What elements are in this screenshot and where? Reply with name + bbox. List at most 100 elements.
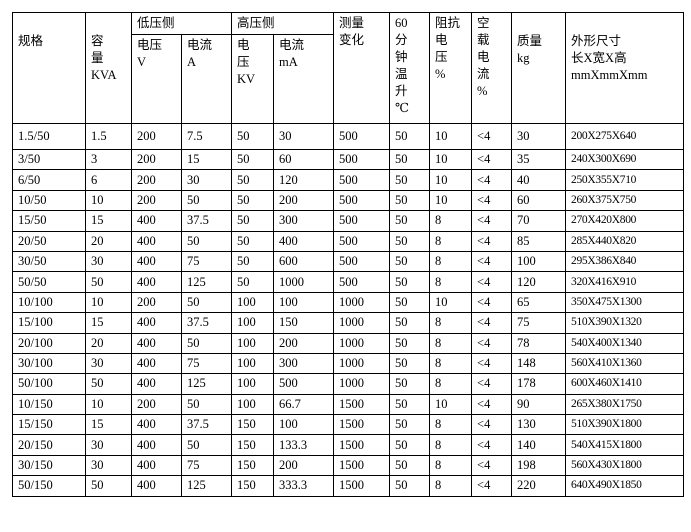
cell-low-voltage: 200 bbox=[131, 169, 182, 191]
transformer-spec-table: 规格 容量 KVA 低压侧 高压侧 测量 变化 60 分钟温升 ℃ 阻抗电压% 空载电流… bbox=[12, 12, 685, 497]
cell-capacity: 10 bbox=[85, 189, 132, 212]
table-row: 20/100 20 400 50 100 200 1000 50 8 <4 78 540X400X13… bbox=[12, 332, 685, 354]
cell-impedance: 8 bbox=[429, 250, 473, 273]
cell-low-current: 50 bbox=[180, 230, 233, 252]
cell-dimensions: 320X416X910 bbox=[565, 271, 685, 293]
header-capacity: 容量 KVA bbox=[85, 12, 132, 124]
cell-high-current: 600 bbox=[273, 250, 335, 273]
cell-low-current: 125 bbox=[180, 373, 233, 395]
table-row: 3/50 3 200 15 50 60 500 50 10 <4 35 240X300X690 bbox=[12, 148, 685, 171]
cell-low-current: 50 bbox=[180, 189, 233, 212]
cell-capacity: 30 bbox=[85, 454, 132, 477]
cell-mass: 85 bbox=[511, 230, 567, 252]
cell-measure: 500 bbox=[333, 148, 391, 171]
cell-noload-current: <4 bbox=[471, 250, 513, 273]
cell-capacity: 15 bbox=[85, 210, 132, 232]
cell-capacity: 30 bbox=[85, 434, 132, 456]
cell-high-current: 100 bbox=[273, 414, 335, 436]
cell-capacity: 30 bbox=[85, 250, 132, 273]
cell-measure: 1000 bbox=[333, 291, 391, 314]
cell-high-voltage: 50 bbox=[231, 210, 275, 232]
cell-spec: 50/50 bbox=[12, 271, 86, 293]
cell-capacity: 30 bbox=[85, 352, 132, 375]
cell-high-voltage: 150 bbox=[231, 414, 275, 436]
cell-mass: 78 bbox=[511, 332, 567, 354]
cell-low-voltage: 400 bbox=[131, 352, 182, 375]
cell-low-voltage: 400 bbox=[131, 271, 182, 293]
cell-low-voltage: 400 bbox=[131, 475, 182, 497]
cell-temp-rise: 50 bbox=[389, 189, 431, 212]
cell-high-current: 1000 bbox=[273, 271, 335, 293]
cell-measure: 1500 bbox=[333, 454, 391, 477]
cell-low-voltage: 200 bbox=[131, 148, 182, 171]
cell-high-current: 200 bbox=[273, 189, 335, 212]
cell-noload-current: <4 bbox=[471, 230, 513, 252]
cell-mass: 148 bbox=[511, 352, 567, 375]
cell-high-current: 120 bbox=[273, 169, 335, 191]
cell-spec: 1.5/50 bbox=[12, 123, 86, 150]
cell-noload-current: <4 bbox=[471, 373, 513, 395]
cell-mass: 35 bbox=[511, 148, 567, 171]
cell-spec: 15/150 bbox=[12, 414, 86, 436]
cell-impedance: 8 bbox=[429, 312, 473, 334]
cell-capacity: 10 bbox=[85, 393, 132, 416]
cell-dimensions: 560X410X1360 bbox=[565, 352, 685, 375]
cell-spec: 30/50 bbox=[12, 250, 86, 273]
cell-high-voltage: 100 bbox=[231, 352, 275, 375]
cell-high-current: 300 bbox=[273, 352, 335, 375]
cell-noload-current: <4 bbox=[471, 189, 513, 212]
cell-low-voltage: 400 bbox=[131, 312, 182, 334]
cell-dimensions: 640X490X1850 bbox=[565, 475, 685, 497]
cell-dimensions: 350X475X1300 bbox=[565, 291, 685, 314]
cell-spec: 20/100 bbox=[12, 332, 86, 354]
cell-capacity: 15 bbox=[85, 312, 132, 334]
cell-temp-rise: 50 bbox=[389, 332, 431, 354]
cell-dimensions: 510X390X1800 bbox=[565, 414, 685, 436]
cell-temp-rise: 50 bbox=[389, 250, 431, 273]
cell-impedance: 8 bbox=[429, 373, 473, 395]
cell-low-voltage: 200 bbox=[131, 393, 182, 416]
cell-high-voltage: 50 bbox=[231, 230, 275, 252]
cell-temp-rise: 50 bbox=[389, 434, 431, 456]
cell-mass: 75 bbox=[511, 312, 567, 334]
cell-measure: 500 bbox=[333, 210, 391, 232]
cell-spec: 15/100 bbox=[12, 312, 86, 334]
cell-dimensions: 265X380X1750 bbox=[565, 393, 685, 416]
cell-spec: 50/150 bbox=[12, 475, 86, 497]
cell-high-current: 133.3 bbox=[273, 434, 335, 456]
header-low-current: 电流 A bbox=[180, 34, 233, 124]
cell-mass: 70 bbox=[511, 210, 567, 232]
cell-low-voltage: 200 bbox=[131, 189, 182, 212]
cell-dimensions: 250X355X710 bbox=[565, 169, 685, 191]
table-row: 50/150 50 400 125 150 333.3 1500 50 8 <4 220 640X49… bbox=[12, 475, 685, 497]
cell-temp-rise: 50 bbox=[389, 271, 431, 293]
cell-dimensions: 510X390X1320 bbox=[565, 312, 685, 334]
cell-temp-rise: 50 bbox=[389, 393, 431, 416]
cell-temp-rise: 50 bbox=[389, 414, 431, 436]
header-spec: 规格 bbox=[12, 12, 86, 124]
cell-high-current: 500 bbox=[273, 373, 335, 395]
table-row: 30/150 30 400 75 150 200 1500 50 8 <4 198 560X430X1… bbox=[12, 454, 685, 477]
header-high-side: 高压侧 bbox=[231, 12, 335, 35]
cell-capacity: 15 bbox=[85, 414, 132, 436]
cell-low-voltage: 400 bbox=[131, 434, 182, 456]
table-row: 10/100 10 200 50 100 100 1000 50 10 <4 65 350X475X1… bbox=[12, 291, 685, 314]
cell-dimensions: 540X400X1340 bbox=[565, 332, 685, 354]
table-body: 1.5/50 1.5 200 7.5 50 30 500 50 10 <4 30 200X275X64… bbox=[12, 123, 685, 497]
cell-measure: 1500 bbox=[333, 475, 391, 497]
cell-impedance: 10 bbox=[429, 123, 473, 150]
cell-capacity: 20 bbox=[85, 332, 132, 354]
cell-impedance: 10 bbox=[429, 169, 473, 191]
table-row: 10/150 10 200 50 100 66.7 1500 50 10 <4 90 265X380X… bbox=[12, 393, 685, 416]
cell-mass: 30 bbox=[511, 123, 567, 150]
cell-temp-rise: 50 bbox=[389, 352, 431, 375]
cell-high-voltage: 50 bbox=[231, 169, 275, 191]
cell-impedance: 8 bbox=[429, 454, 473, 477]
cell-low-current: 7.5 bbox=[180, 123, 233, 150]
cell-impedance: 8 bbox=[429, 230, 473, 252]
cell-mass: 90 bbox=[511, 393, 567, 416]
cell-impedance: 10 bbox=[429, 189, 473, 212]
header-temp-rise: 60 分钟温升 ℃ bbox=[389, 12, 431, 124]
cell-temp-rise: 50 bbox=[389, 210, 431, 232]
table-row: 15/100 15 400 37.5 100 150 1000 50 8 <4 75 510X390X… bbox=[12, 312, 685, 334]
